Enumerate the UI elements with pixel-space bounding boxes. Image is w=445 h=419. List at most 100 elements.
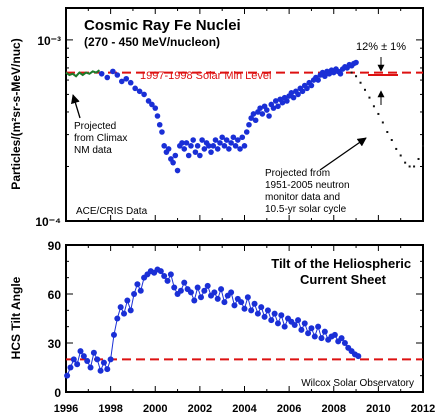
ace-cris-data-point bbox=[199, 137, 205, 143]
ace-cris-data-point bbox=[230, 134, 237, 141]
tilt-angle-point bbox=[197, 294, 204, 301]
tilt-angle-point bbox=[191, 297, 198, 304]
bottom-chart-title: Tilt of the Heliospheric Current Sheet bbox=[271, 256, 415, 287]
ace-cris-data-point bbox=[161, 143, 167, 149]
ace-cris-data-point bbox=[246, 121, 252, 128]
ace-cris-data-point bbox=[214, 146, 221, 152]
projected-data-point bbox=[350, 71, 353, 74]
ace-cris-data-point bbox=[243, 129, 250, 135]
ace-cris-data-point bbox=[170, 159, 176, 166]
tilt-angle-point bbox=[124, 297, 131, 304]
tilt-angle-point bbox=[318, 335, 325, 342]
ace-cris-data-point bbox=[223, 137, 230, 143]
projected-data-point bbox=[359, 81, 362, 84]
tilt-angle-point bbox=[137, 287, 144, 294]
projected-data-point bbox=[381, 121, 384, 124]
x-tick-label: 2008 bbox=[322, 403, 346, 415]
ace-cris-data-point bbox=[259, 111, 266, 117]
tilt-angle-point bbox=[181, 279, 188, 286]
tilt-angle-point bbox=[64, 372, 71, 379]
ace-cris-data-point bbox=[232, 143, 239, 149]
ace-cris-data-point bbox=[174, 167, 181, 174]
tilt-angle-point bbox=[241, 305, 248, 312]
ace-cris-data-point bbox=[264, 107, 270, 113]
ace-cris-data-point bbox=[132, 85, 138, 92]
tilt-angle-point bbox=[131, 291, 138, 297]
tilt-angle-point bbox=[171, 284, 178, 291]
bottom-data-series bbox=[64, 266, 362, 379]
ace-cris-data-point bbox=[279, 99, 286, 106]
bottom-y-tick-label: 30 bbox=[48, 337, 62, 351]
tilt-angle-point bbox=[107, 356, 114, 363]
ace-cris-data-point bbox=[154, 113, 161, 119]
ace-cris-data-point bbox=[239, 134, 246, 141]
tilt-angle-point bbox=[204, 282, 211, 289]
tilt-angle-point bbox=[214, 295, 221, 302]
tilt-angle-point bbox=[221, 299, 228, 306]
top-data-source: ACE/CRIS Data bbox=[76, 206, 148, 217]
tilt-angle-point bbox=[281, 323, 288, 330]
ace-cris-data-point bbox=[295, 91, 301, 98]
ace-cris-data-point bbox=[272, 98, 279, 104]
ace-cris-data-point bbox=[185, 152, 192, 159]
x-tick-label: 1996 bbox=[54, 403, 78, 415]
ace-cris-data-point bbox=[188, 143, 194, 149]
projected-data-point bbox=[368, 96, 371, 99]
x-tick-label: 2004 bbox=[232, 403, 257, 415]
tilt-angle-point bbox=[258, 304, 265, 311]
tilt-angle-point bbox=[94, 356, 101, 363]
tilt-angle-point bbox=[331, 331, 338, 338]
tilt-angle-point bbox=[308, 325, 315, 332]
tilt-angle-point bbox=[248, 307, 255, 314]
tilt-angle-point bbox=[271, 310, 278, 317]
tilt-angle-point bbox=[104, 366, 111, 373]
tilt-angle-point bbox=[218, 286, 225, 293]
ace-cris-data-point bbox=[114, 72, 121, 78]
ace-cris-data-point bbox=[208, 149, 214, 155]
tilt-angle-point bbox=[70, 356, 77, 363]
tilt-angle-point bbox=[90, 349, 97, 356]
tilt-angle-point bbox=[121, 310, 128, 317]
bottom-panel: 0 30 60 90 Tilt of the Heliospheric Current… bbox=[9, 239, 424, 400]
projection-arrow bbox=[319, 137, 367, 171]
projected-data-point bbox=[417, 157, 420, 160]
tilt-angle-point bbox=[244, 294, 251, 301]
ace-cris-data-point bbox=[181, 146, 188, 152]
ace-cris-data-point bbox=[248, 115, 254, 121]
tilt-angle-point bbox=[278, 312, 285, 319]
projected-data-point bbox=[363, 88, 366, 91]
reference-line-label: 1997-1998 Solar Min Level bbox=[140, 70, 271, 82]
top-axis-ticks: 10⁻⁴ 10⁻³ bbox=[35, 8, 424, 229]
tilt-angle-point bbox=[80, 353, 87, 360]
tilt-angle-point bbox=[231, 302, 238, 309]
climax-arrow bbox=[71, 94, 81, 119]
ace-cris-data-point bbox=[149, 101, 155, 108]
projected-data-point bbox=[399, 154, 402, 157]
ace-cris-data-point bbox=[179, 140, 185, 146]
ace-cris-data-point bbox=[237, 146, 243, 152]
ace-cris-data-point bbox=[156, 121, 163, 128]
tilt-angle-point bbox=[177, 287, 184, 294]
tilt-angle-point bbox=[211, 289, 218, 296]
percent-change-annotation: 12% ± 1% bbox=[356, 41, 406, 53]
ace-cris-data-point bbox=[275, 103, 281, 110]
tilt-angle-point bbox=[114, 315, 121, 322]
ace-cris-data-point bbox=[212, 137, 219, 143]
bottom-ylabel: HCS Tilt Angle bbox=[9, 276, 23, 359]
tilt-angle-point bbox=[201, 287, 208, 294]
ace-cris-data-point bbox=[183, 140, 190, 146]
tilt-angle-point bbox=[291, 322, 298, 329]
x-tick-labels: 1996 1998 2000 2002 2004 2006 2008 2010 2012 bbox=[54, 403, 435, 415]
tilt-angle-point bbox=[228, 289, 235, 296]
top-data-series bbox=[65, 59, 424, 174]
ace-cris-data-point bbox=[110, 68, 116, 75]
ace-cris-data-point bbox=[219, 134, 225, 141]
ace-cris-data-point bbox=[270, 105, 277, 111]
x-tick-label: 2012 bbox=[411, 403, 435, 415]
tilt-angle-point bbox=[84, 357, 91, 364]
ace-cris-data-point bbox=[206, 143, 212, 149]
projected-data-point bbox=[395, 147, 398, 150]
tilt-angle-point bbox=[341, 340, 348, 346]
ace-cris-data-point bbox=[290, 94, 297, 101]
ace-cris-data-point bbox=[145, 98, 152, 104]
